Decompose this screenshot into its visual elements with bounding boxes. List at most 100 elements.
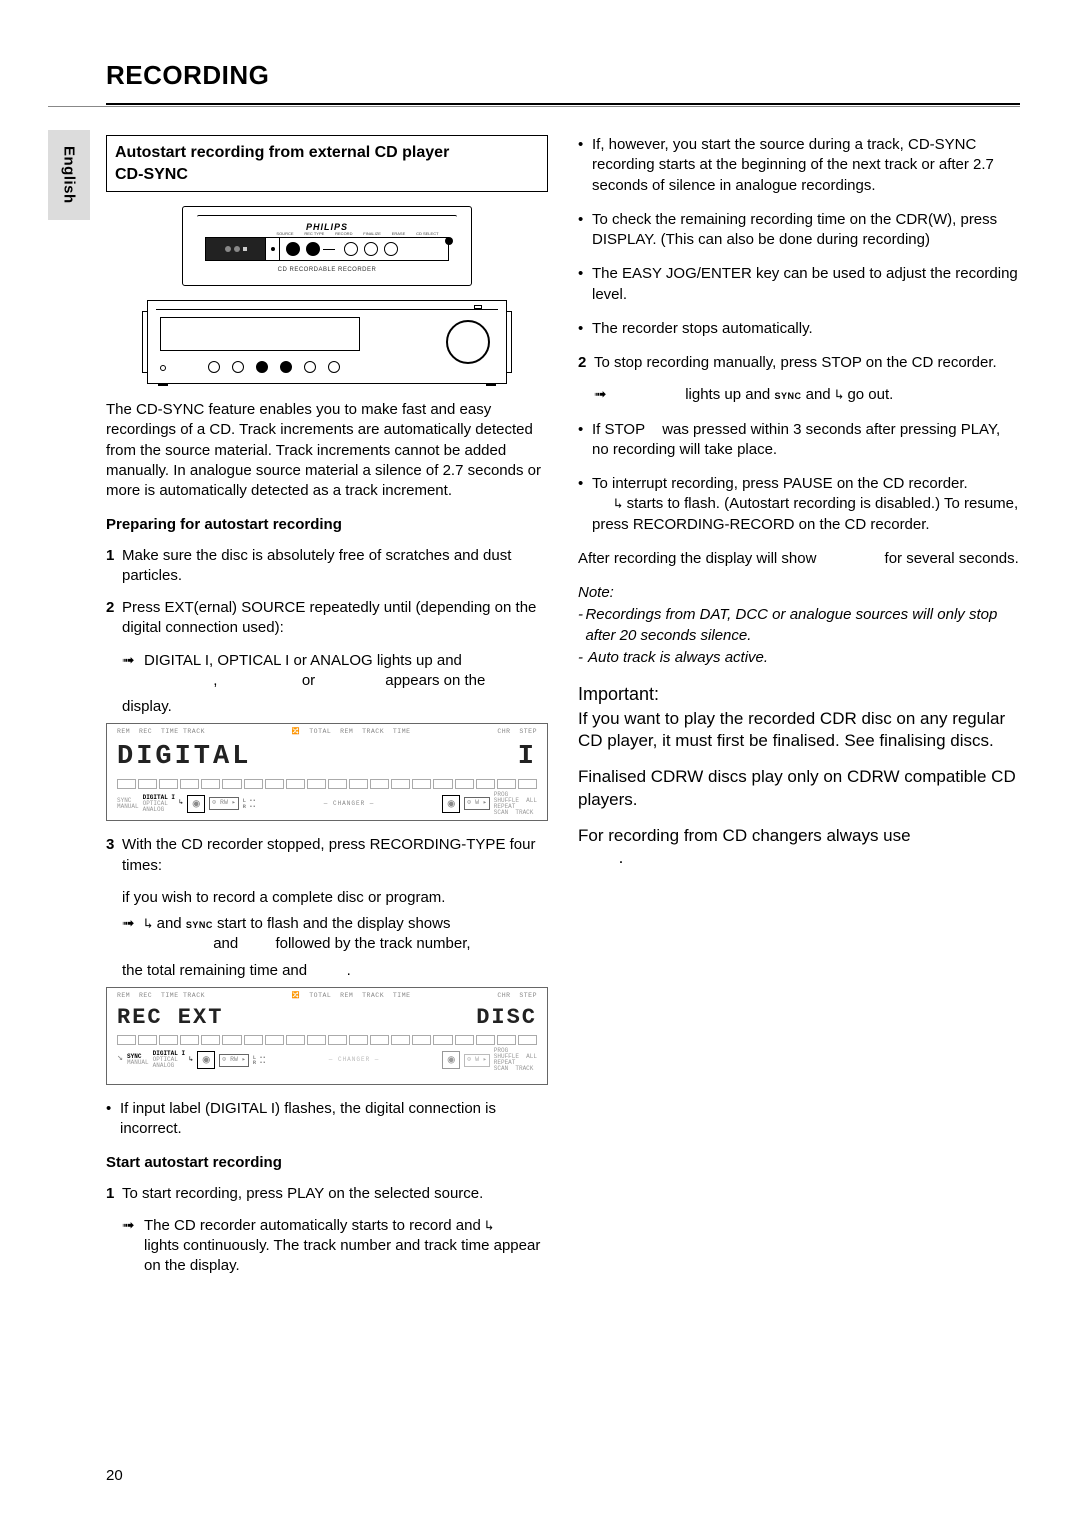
disc-icon: ◉ xyxy=(187,795,205,813)
display-bars xyxy=(117,779,537,789)
title-rule-thick xyxy=(106,103,1020,105)
disc-icon: ◉ xyxy=(197,1051,215,1069)
display2-left-text: REC EXT xyxy=(117,1003,223,1033)
arrow-icon: ➟ xyxy=(594,385,616,405)
section-heading-box: Autostart recording from external CD pla… xyxy=(106,135,548,192)
step-number: 1 xyxy=(106,546,122,587)
start-heading: Start autostart recording xyxy=(106,1153,548,1173)
panel-labels: SOURCEREC TYPERECORDFINALIZEERASECD SELE… xyxy=(271,231,444,236)
device-buttons xyxy=(208,361,340,373)
device-panel-strip: SOURCEREC TYPERECORDFINALIZEERASECD SELE… xyxy=(205,237,449,261)
right-bullet-2: • To check the remaining recording time … xyxy=(578,210,1020,251)
step-text: Press EXT(ernal) SOURCE repeatedly until… xyxy=(122,598,548,639)
display-bars xyxy=(117,1035,537,1045)
rw-badge: ⊙ RW ▸ xyxy=(219,1054,248,1067)
title-rule-thin xyxy=(48,106,1020,107)
step-3: 3 With the CD recorder stopped, press RE… xyxy=(106,835,548,876)
right-bullet-3: • The EASY JOG/ENTER key can be used to … xyxy=(578,264,1020,305)
jog-dial-icon xyxy=(446,320,490,364)
arrow-icon: ➟ xyxy=(122,1216,144,1277)
start-step-1-sub: ➟ The CD recorder automatically starts t… xyxy=(122,1216,548,1277)
display1-main-text: DIGITAL xyxy=(117,739,251,775)
step2-subtext: DIGITAL I, OPTICAL I or ANALOG lights up… xyxy=(144,651,485,692)
device-figure: PHILIPS SOURCEREC TYPERECORDFINALIZEERAS… xyxy=(106,206,548,384)
step-number: 1 xyxy=(106,1184,122,1204)
important-2: Finalised CDRW discs play only on CDRW c… xyxy=(578,766,1020,810)
bullet-text: The recorder stops automatically. xyxy=(592,319,1020,339)
bullet-text: If input label (DIGITAL I) flashes, the … xyxy=(120,1099,548,1140)
right-bullet-6: • To interrupt recording, press PAUSE on… xyxy=(578,474,1020,535)
rw-badge: ⊙ RW ▸ xyxy=(209,797,238,810)
start-step-1: 1 To start recording, press PLAY on the … xyxy=(106,1184,548,1204)
step-number: 3 xyxy=(106,835,122,876)
bullet-dot: • xyxy=(578,264,592,305)
knob-icon xyxy=(344,242,358,256)
note-1: -Recordings from DAT, DCC or analogue so… xyxy=(578,605,1020,646)
knob-icon xyxy=(286,242,300,256)
bullet-dot: • xyxy=(578,135,592,196)
device-top-panel: PHILIPS SOURCEREC TYPERECORDFINALIZEERAS… xyxy=(182,206,472,286)
after-recording-text: After recording the display will show UP… xyxy=(578,549,1020,569)
step3-sub3: the total remaining time and WAIT. xyxy=(122,961,548,981)
intro-paragraph: The CD-SYNC feature enables you to make … xyxy=(106,400,548,501)
disc-icon: ◉ xyxy=(442,795,460,813)
left-column: Autostart recording from external CD pla… xyxy=(106,135,548,1283)
step-1: 1 Make sure the disc is absolutely free … xyxy=(106,546,548,587)
bullet-text: To check the remaining recording time on… xyxy=(592,210,1020,251)
right-bullet-1: • If, however, you start the source duri… xyxy=(578,135,1020,196)
bullet-dot: • xyxy=(578,210,592,251)
digital-warning-bullet: • If input label (DIGITAL I) flashes, th… xyxy=(106,1099,548,1140)
step-number: 2 xyxy=(578,353,594,373)
language-tab: English xyxy=(48,130,90,220)
step-text: To start recording, press PLAY on the se… xyxy=(122,1184,548,1204)
step2-display-word: display. xyxy=(122,697,548,717)
bullet-dot: • xyxy=(578,319,592,339)
step2-line1: Press EXT(ernal) SOURCE repeatedly until… xyxy=(122,599,536,636)
important-3: For recording from CD changers always us… xyxy=(578,825,1020,869)
knob-icon xyxy=(364,242,378,256)
display-panel-2: REM REC TIME TRACK 🔀 TOTAL REM TRACK TIM… xyxy=(106,987,548,1085)
note-label: Note: xyxy=(578,583,1020,603)
knob-icon xyxy=(306,242,320,256)
section-title-line1: Autostart recording from external CD pla… xyxy=(115,142,539,164)
display-panel-1: REM REC TIME TRACK 🔀 TOTAL REM TRACK TIM… xyxy=(106,723,548,821)
display1-right-text: I xyxy=(518,739,537,775)
step3-sub1: if you wish to record a complete disc or… xyxy=(122,888,548,908)
section-title-line2: CD-SYNC xyxy=(115,164,539,186)
step-text: Make sure the disc is absolutely free of… xyxy=(122,546,548,587)
step-text: With the CD recorder stopped, press RECO… xyxy=(122,835,548,876)
bullet-dot: • xyxy=(578,474,592,535)
right-column: • If, however, you start the source duri… xyxy=(578,135,1020,1283)
knob-icon xyxy=(384,242,398,256)
step-number: 2 xyxy=(106,598,122,639)
device-bottom-panel xyxy=(147,300,507,384)
right-bullet-5: • If STOP ■ was pressed within 3 seconds… xyxy=(578,420,1020,461)
bullet-text: If STOP ■ was pressed within 3 seconds a… xyxy=(592,420,1020,461)
language-label: English xyxy=(61,146,78,204)
right-step-2-subtext: RECORD lights up and sync and ↲ go out. xyxy=(616,385,893,405)
right-bullet-4: • The recorder stops automatically. xyxy=(578,319,1020,339)
prep-heading: Preparing for autostart recording xyxy=(106,515,548,535)
page-title: RECORDING xyxy=(106,60,1020,91)
bullet-dot: • xyxy=(106,1099,120,1140)
step3-sub2: ➟ ↲ and sync start to flash and the disp… xyxy=(122,914,548,955)
step3-subtext: ↲ and sync start to flash and the displa… xyxy=(144,914,471,955)
step2-sub: ➟ DIGITAL I, OPTICAL I or ANALOG lights … xyxy=(122,651,548,692)
arrow-icon: ➟ xyxy=(122,914,144,955)
step-text: To stop recording manually, press STOP o… xyxy=(594,353,1020,373)
arrow-icon: ➟ xyxy=(122,651,144,692)
right-step-2-sub: ➟ RECORD lights up and sync and ↲ go out… xyxy=(594,385,1020,405)
right-step-2: 2 To stop recording manually, press STOP… xyxy=(578,353,1020,373)
bullet-text: The EASY JOG/ENTER key can be used to ad… xyxy=(592,264,1020,305)
disc-icon: ◉ xyxy=(442,1051,460,1069)
panel-dark-block xyxy=(206,238,266,260)
start-step-1-subtext: The CD recorder automatically starts to … xyxy=(144,1216,548,1277)
content-columns: Autostart recording from external CD pla… xyxy=(106,135,1020,1283)
important-1: If you want to play the recorded CDR dis… xyxy=(578,708,1020,752)
rw-badge: ⊙ W ▸ xyxy=(464,797,490,810)
note-2: -Auto track is always active. xyxy=(578,648,1020,668)
bullet-text: To interrupt recording, press PAUSE on t… xyxy=(592,474,1020,535)
rw-badge: ⊙ W ▸ xyxy=(464,1054,490,1067)
device-sublabel: CD RECORDABLE RECORDER xyxy=(278,266,377,274)
bullet-dot: • xyxy=(578,420,592,461)
